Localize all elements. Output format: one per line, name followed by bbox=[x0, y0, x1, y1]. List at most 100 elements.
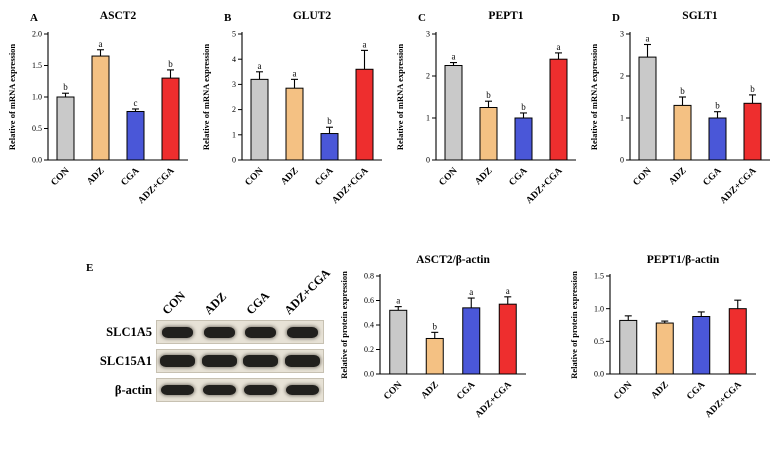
bar-ADZ+CGA bbox=[743, 102, 762, 161]
bar-chart-svg: PEPT1 0 1 2 3 Relative of mRNA expression a CON… bbox=[395, 10, 576, 206]
bar-chart-svg: SGLT1 0 1 2 3 Relative of mRNA expression a CON… bbox=[589, 10, 770, 206]
significance-letter: b bbox=[521, 102, 526, 112]
x-category-label: ADZ bbox=[667, 166, 688, 187]
bar-CGA bbox=[514, 117, 533, 161]
significance-letter: b bbox=[327, 116, 332, 126]
x-category-label: ADZ bbox=[473, 166, 494, 187]
blot-strip-slc1a5 bbox=[156, 320, 324, 344]
y-tick-label: 0.5 bbox=[594, 337, 604, 346]
blot-band bbox=[244, 385, 278, 395]
significance-letter: a bbox=[469, 287, 473, 297]
blot-band bbox=[161, 385, 195, 395]
y-tick-label: 1 bbox=[620, 114, 624, 123]
y-tick-label: 0.2 bbox=[364, 345, 374, 354]
bar-CON bbox=[56, 96, 75, 161]
bar-CON bbox=[389, 309, 408, 375]
blot-band bbox=[160, 355, 196, 367]
y-tick-label: 4 bbox=[232, 55, 236, 64]
blot-band bbox=[245, 326, 277, 338]
bar-CON bbox=[444, 65, 463, 161]
bar-CGA bbox=[692, 316, 711, 375]
mrna-charts-row: A ASCT2 0.0 0.5 1.0 1.5 2.0 Relative of mRNA e… bbox=[6, 6, 776, 236]
significance-letter: b bbox=[750, 84, 755, 94]
significance-letter: a bbox=[506, 286, 510, 296]
blot-header-con: CON bbox=[159, 288, 189, 318]
blot-label-slc15a1: SLC15A1 bbox=[99, 353, 152, 368]
panel-letter-d: D bbox=[612, 12, 620, 24]
y-tick-label: 0.0 bbox=[594, 370, 604, 379]
significance-letter: a bbox=[99, 39, 103, 49]
bar-ADZ bbox=[655, 322, 674, 375]
bar-CGA bbox=[320, 133, 339, 161]
chart-title: PEPT1/β-actin bbox=[647, 254, 720, 266]
panel-letter-c: C bbox=[418, 12, 426, 24]
x-category-label: ADZ+CGA bbox=[704, 380, 744, 420]
significance-letter: b bbox=[433, 321, 438, 331]
y-tick-label: 1 bbox=[232, 130, 236, 139]
western-blot-panel: E CON ADZ CGA ADZ+CGA SLC1A5 SLC15A1 bbox=[84, 262, 333, 407]
x-category-label: ADZ bbox=[85, 166, 106, 187]
x-category-label: ADZ bbox=[650, 380, 671, 401]
bar-CGA bbox=[462, 307, 481, 375]
y-tick-label: 0.8 bbox=[364, 272, 374, 281]
blot-band bbox=[201, 355, 237, 367]
panel-letter-b: B bbox=[224, 12, 232, 24]
y-tick-label: 0.0 bbox=[32, 156, 42, 165]
chart-title: SGLT1 bbox=[682, 10, 718, 22]
panel-letter-a: A bbox=[30, 12, 38, 24]
y-tick-label: 2.0 bbox=[32, 30, 42, 39]
blot-band bbox=[202, 385, 236, 395]
x-category-label: ADZ+CGA bbox=[474, 380, 514, 420]
bar-ADZ bbox=[285, 87, 304, 161]
bar-ADZ+CGA bbox=[498, 303, 517, 375]
x-category-label: ADZ+CGA bbox=[719, 166, 759, 206]
bar-ADZ+CGA bbox=[161, 77, 180, 161]
bar-CON bbox=[619, 319, 638, 375]
chart-title: ASCT2/β-actin bbox=[416, 254, 490, 266]
blot-column-headers: CON ADZ CGA ADZ+CGA bbox=[159, 262, 333, 320]
y-tick-label: 2 bbox=[620, 72, 624, 81]
chart-panel-d: D SGLT1 0 1 2 3 Relative of mRNA expression a C… bbox=[588, 6, 776, 236]
chart-title: ASCT2 bbox=[100, 10, 137, 22]
x-category-label: CON bbox=[50, 166, 72, 188]
blot-row-beta-actin: β-actin bbox=[84, 378, 324, 402]
significance-letter: a bbox=[452, 52, 456, 62]
significance-letter: a bbox=[557, 42, 561, 52]
y-tick-label: 1 bbox=[426, 114, 430, 123]
x-category-label: CGA bbox=[314, 166, 336, 188]
y-tick-label: 0.4 bbox=[364, 321, 374, 330]
bar-CON bbox=[250, 78, 269, 161]
y-axis-label: Relative of mRNA expression bbox=[7, 44, 17, 151]
bar-chart-svg: GLUT2 0 1 2 3 4 5 Relative of mRNA expression a C… bbox=[201, 10, 382, 206]
significance-letter: c bbox=[134, 98, 138, 108]
blot-band bbox=[285, 385, 319, 395]
significance-letter: b bbox=[168, 59, 173, 69]
y-axis-label: Relative of protein expression bbox=[569, 271, 579, 379]
blot-label-slc1a5: SLC1A5 bbox=[106, 324, 152, 339]
blot-strip-beta-actin bbox=[156, 378, 324, 402]
significance-letter: a bbox=[258, 61, 262, 71]
y-axis-label: Relative of mRNA expression bbox=[589, 44, 599, 151]
y-tick-label: 0 bbox=[426, 156, 430, 165]
y-tick-label: 1.0 bbox=[32, 93, 42, 102]
y-tick-label: 1.5 bbox=[32, 61, 42, 70]
significance-letter: b bbox=[680, 86, 685, 96]
blot-band bbox=[286, 326, 318, 338]
blot-row-slc1a5: SLC1A5 bbox=[84, 320, 324, 344]
y-tick-label: 5 bbox=[232, 30, 236, 39]
blot-header-adz-cga: ADZ+CGA bbox=[281, 265, 333, 318]
y-tick-label: 0.5 bbox=[32, 124, 42, 133]
x-category-label: CGA bbox=[702, 166, 724, 188]
y-axis-label: Relative of protein expression bbox=[339, 271, 349, 379]
x-category-label: CON bbox=[632, 166, 654, 188]
blot-band bbox=[162, 326, 194, 338]
significance-letter: b bbox=[715, 101, 720, 111]
y-tick-label: 0 bbox=[232, 156, 236, 165]
bar-CGA bbox=[126, 110, 145, 161]
x-category-label: CON bbox=[438, 166, 460, 188]
bar-ADZ bbox=[673, 104, 692, 161]
x-category-label: CGA bbox=[508, 166, 530, 188]
y-tick-label: 0.6 bbox=[364, 296, 374, 305]
significance-letter: a bbox=[363, 39, 367, 49]
